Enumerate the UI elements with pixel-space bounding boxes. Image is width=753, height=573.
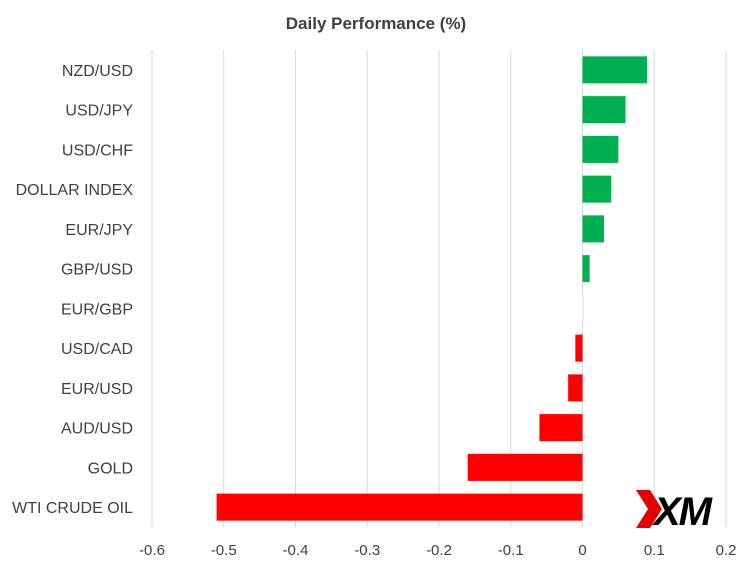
category-label-dollar-index: DOLLAR INDEX xyxy=(16,182,134,199)
category-label-usd-chf: USD/CHF xyxy=(62,142,133,159)
x-tick-label-7: 0.1 xyxy=(644,542,665,559)
category-label-gbp-usd: GBP/USD xyxy=(61,262,133,279)
bars xyxy=(216,56,648,521)
x-tick-label-8: 0.2 xyxy=(716,542,737,559)
gridlines xyxy=(151,50,727,527)
category-label-eur-gbp: EUR/GBP xyxy=(61,301,133,318)
category-label-nzd-usd: NZD/USD xyxy=(62,63,133,80)
bar-wti-crude-oil xyxy=(216,493,583,521)
bar-eur-jpy xyxy=(582,215,605,243)
bar-eur-usd xyxy=(568,374,583,402)
x-tick-label-0: -0.6 xyxy=(139,542,165,559)
bar-usd-jpy xyxy=(582,96,626,124)
category-label-aud-usd: AUD/USD xyxy=(61,421,133,438)
logo-lettering: XM xyxy=(652,490,714,534)
bar-gold xyxy=(467,453,583,481)
category-label-gold: GOLD xyxy=(88,460,133,477)
xm-logo: XM xyxy=(636,490,716,534)
bar-aud-usd xyxy=(539,414,583,442)
logo-red-chevron xyxy=(636,490,662,528)
x-tick-label-4: -0.2 xyxy=(426,542,452,559)
x-tick-label-1: -0.5 xyxy=(211,542,237,559)
bar-nzd-usd xyxy=(582,56,648,84)
x-tick-label-5: -0.1 xyxy=(498,542,524,559)
category-label-usd-cad: USD/CAD xyxy=(61,341,133,358)
x-axis-tick-labels: -0.6 -0.5 -0.4 -0.3 -0.2 -0.1 0 0.1 0.2 xyxy=(139,542,736,559)
category-label-eur-usd: EUR/USD xyxy=(61,381,133,398)
bar-eur-gbp xyxy=(582,294,584,322)
bar-usd-chf xyxy=(582,135,619,163)
bar-gbp-usd xyxy=(582,255,590,283)
x-tick-label-6: 0 xyxy=(578,542,586,559)
x-tick-label-3: -0.3 xyxy=(354,542,380,559)
bar-usd-cad xyxy=(575,334,583,362)
x-tick-label-2: -0.4 xyxy=(283,542,309,559)
chart-title: Daily Performance (%) xyxy=(286,14,466,33)
category-label-eur-jpy: EUR/JPY xyxy=(65,222,133,239)
category-label-usd-jpy: USD/JPY xyxy=(65,103,133,120)
category-labels: NZD/USD USD/JPY USD/CHF DOLLAR INDEX EUR/JPY… xyxy=(12,63,133,517)
bar-dollar-index xyxy=(582,175,612,203)
category-label-wti-crude-oil: WTI CRUDE OIL xyxy=(12,500,133,517)
